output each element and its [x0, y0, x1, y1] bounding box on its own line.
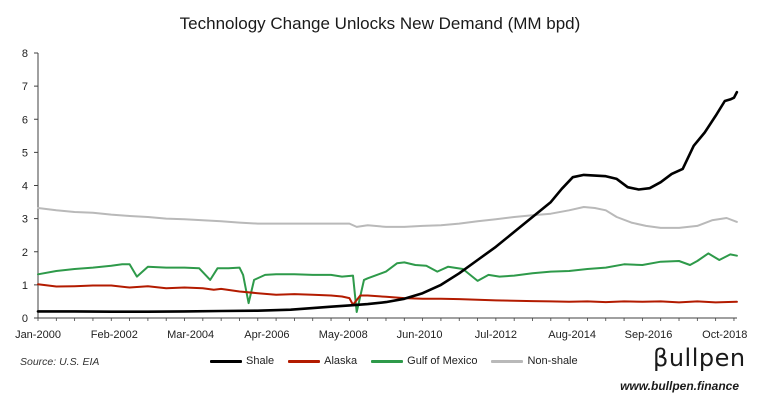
legend-swatch-alaska [288, 359, 321, 363]
source-note: Source: U.S. EIA [20, 356, 100, 368]
y-tick-label: 0 [22, 313, 28, 325]
y-tick-label: 1 [22, 280, 28, 292]
x-tick-label: Aug-2014 [548, 329, 596, 341]
x-tick-label: Oct-2018 [702, 329, 747, 341]
legend-item-alaska: Alaska [288, 355, 357, 367]
legend-label-shale: Shale [246, 355, 275, 367]
legend-item-non-shale: Non-shale [491, 355, 578, 367]
y-tick-label: 8 [22, 48, 28, 60]
series-line-gulf-of-mexico [37, 252, 738, 313]
legend: Shale Alaska Gulf of Mexico Non-shale [210, 355, 592, 367]
legend-swatch-non-shale [491, 359, 524, 363]
y-tick-label: 6 [22, 114, 28, 126]
y-tick-label: 2 [22, 247, 28, 259]
legend-swatch-shale [210, 359, 242, 363]
x-tick-label: Apr-2006 [244, 329, 289, 341]
y-tick-label: 5 [22, 147, 28, 159]
website-url: www.bullpen.finance [620, 379, 739, 393]
series-line-non-shale [37, 206, 738, 229]
legend-item-gulf-of-mexico: Gulf of Mexico [371, 355, 477, 367]
series-line-shale [36, 90, 739, 314]
x-tick-label: Feb-2002 [91, 329, 138, 341]
x-tick-label: Jul-2012 [475, 329, 517, 341]
y-tick-label: 4 [22, 181, 28, 193]
x-tick-label: Mar-2004 [167, 329, 214, 341]
legend-label-non-shale: Non-shale [527, 355, 578, 367]
series-line-alaska [37, 283, 738, 306]
legend-label-alaska: Alaska [324, 355, 358, 367]
x-tick-label: Sep-2016 [625, 329, 673, 341]
y-tick-label: 7 [22, 81, 28, 93]
legend-label-gulf-of-mexico: Gulf of Mexico [407, 355, 478, 367]
chart-title: Technology Change Unlocks New Demand (MM… [179, 14, 581, 33]
y-tick-label: 3 [22, 214, 28, 226]
x-tick-label: May-2008 [319, 329, 368, 341]
legend-item-shale: Shale [210, 355, 274, 367]
brand-logo: βullpen [653, 344, 746, 372]
x-tick-label: Jun-2010 [397, 329, 443, 341]
x-tick-label: Jan-2000 [15, 329, 61, 341]
legend-swatch-gulf-of-mexico [371, 359, 404, 363]
